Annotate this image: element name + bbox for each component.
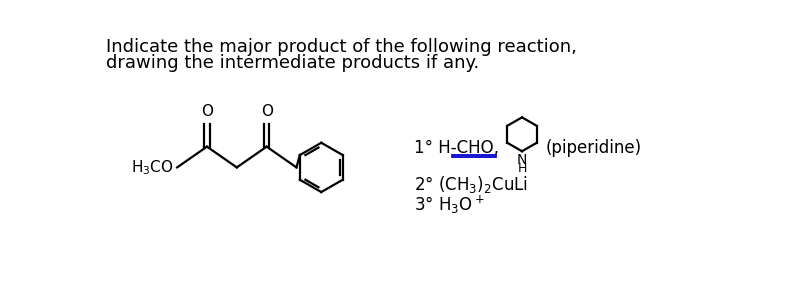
- Text: H$_3$CO: H$_3$CO: [132, 158, 174, 177]
- Text: N: N: [516, 153, 527, 167]
- Text: O: O: [201, 104, 213, 119]
- Text: 1° H-CHO,: 1° H-CHO,: [414, 139, 498, 157]
- Text: Indicate the major product of the following reaction,: Indicate the major product of the follow…: [106, 38, 577, 56]
- Text: O: O: [261, 104, 273, 119]
- Text: drawing the intermediate products if any.: drawing the intermediate products if any…: [106, 54, 479, 72]
- Text: 3° H$_3$O$^+$: 3° H$_3$O$^+$: [414, 194, 485, 216]
- Text: 2° (CH$_3$)$_2$CuLi: 2° (CH$_3$)$_2$CuLi: [414, 174, 528, 195]
- Text: H: H: [517, 162, 527, 175]
- Text: (piperidine): (piperidine): [545, 139, 642, 157]
